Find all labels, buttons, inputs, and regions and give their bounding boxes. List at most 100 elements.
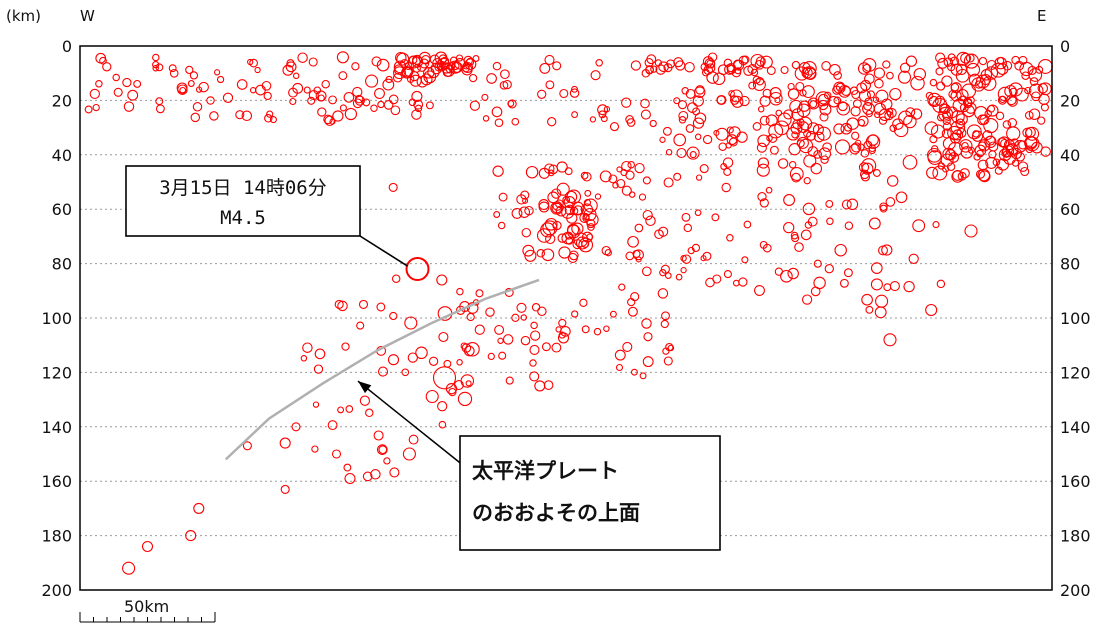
hypocenter-point xyxy=(756,163,770,177)
hypocenter-point xyxy=(566,212,578,224)
hypocenter-point xyxy=(497,337,504,344)
hypocenter-point xyxy=(1018,55,1028,65)
hypocenter-point xyxy=(646,54,657,65)
hypocenter-point xyxy=(177,84,188,95)
hypocenter-point xyxy=(687,102,698,113)
hypocenter-point xyxy=(927,150,943,165)
hypocenter-point xyxy=(905,55,918,67)
hypocenter-point xyxy=(658,226,669,237)
hypocenter-point xyxy=(645,65,654,74)
hypocenter-point xyxy=(881,244,893,256)
hypocenter-point xyxy=(628,191,636,198)
hypocenter-point xyxy=(983,118,999,134)
hypocenter-point xyxy=(787,267,799,280)
hypocenter-point xyxy=(99,56,107,65)
hypocenter-point xyxy=(609,122,620,132)
hypocenter-point xyxy=(418,51,431,64)
hypocenter-point xyxy=(858,162,870,173)
hypocenter-point xyxy=(545,80,555,90)
hypocenter-point xyxy=(685,124,695,133)
hypocenter-point xyxy=(927,92,942,108)
hypocenter-point xyxy=(828,95,840,108)
y-tick-label-left: 140 xyxy=(41,418,72,437)
y-tick-label-left: 100 xyxy=(41,309,72,328)
hypocenter-point xyxy=(190,112,201,123)
hypocenter-point xyxy=(551,188,562,199)
hypocenter-point xyxy=(960,146,974,159)
left-depth-ticks: 0 20 40 60 80 100 120 140 160 180 200 xyxy=(41,37,72,600)
hypocenter-point xyxy=(930,145,939,153)
hypocenter-point xyxy=(1024,110,1034,120)
hypocenter-point xyxy=(590,70,601,81)
hypocenter-point xyxy=(620,169,628,177)
y-tick-label-right: 0 xyxy=(1060,37,1070,56)
hypocenter-point xyxy=(557,233,568,243)
hypocenter-point xyxy=(884,110,894,121)
hypocenter-point xyxy=(365,408,374,418)
hypocenter-point xyxy=(664,272,672,279)
hypocenter-point xyxy=(807,122,820,135)
hypocenter-point xyxy=(860,149,870,158)
hypocenter-point xyxy=(935,52,946,63)
y-tick-label-left: 20 xyxy=(52,91,72,110)
hypocenter-point xyxy=(663,177,674,188)
hypocenter-point xyxy=(376,302,386,312)
hypocenter-point xyxy=(581,239,590,248)
hypocenter-point xyxy=(949,56,960,66)
hypocenter-point xyxy=(803,154,817,168)
hypocenter-point xyxy=(344,107,358,121)
hypocenter-point xyxy=(971,77,986,92)
hypocenter-point xyxy=(242,441,252,451)
hypocenter-point xyxy=(642,356,654,368)
hypocenter-point xyxy=(791,108,804,121)
hypocenter-point xyxy=(686,146,700,160)
y-tick-label-left: 60 xyxy=(52,200,72,219)
hypocenter-point xyxy=(889,87,902,101)
hypocenter-point xyxy=(849,143,861,155)
hypocenter-point xyxy=(292,72,300,80)
hypocenter-point xyxy=(209,111,219,121)
hypocenter-point xyxy=(883,333,897,347)
hypocenter-point xyxy=(790,231,799,240)
hypocenter-point xyxy=(241,110,253,122)
hypocenter-point xyxy=(1031,91,1041,102)
hypocenter-point xyxy=(678,110,689,121)
hypocenter-point xyxy=(995,111,1005,121)
hypocenter-point xyxy=(545,233,556,245)
hypocenter-point xyxy=(122,561,136,575)
hypocenter-point xyxy=(681,87,689,95)
y-tick-label-left: 80 xyxy=(52,255,72,274)
hypocenter-point xyxy=(864,97,873,106)
hypocenter-point xyxy=(687,246,695,255)
hypocenter-point xyxy=(733,59,745,71)
hypocenter-point xyxy=(627,306,638,317)
hypocenter-point xyxy=(1014,60,1025,71)
hypocenter-point xyxy=(825,199,834,208)
hypocenter-point xyxy=(728,90,735,97)
hypocenter-point xyxy=(802,66,817,80)
hypocenter-point xyxy=(796,139,805,148)
hypocenter-point xyxy=(706,71,719,84)
hypocenter-point xyxy=(537,89,547,99)
hypocenter-point xyxy=(352,86,363,98)
hypocenter-point xyxy=(662,347,670,355)
hypocenter-point xyxy=(544,163,555,174)
hypocenter-point xyxy=(872,169,881,177)
hypocenter-point xyxy=(718,142,727,151)
hypocenter-point xyxy=(521,227,532,238)
hypocenter-point xyxy=(1007,118,1018,128)
hypocenter-point xyxy=(462,65,470,73)
y-tick-label-left: 160 xyxy=(41,472,72,491)
hypocenter-point xyxy=(308,57,318,67)
hypocenter-point xyxy=(264,114,273,123)
hypocenter-point xyxy=(621,97,632,108)
hypocenter-point xyxy=(685,88,696,99)
hypocenter-point xyxy=(857,62,871,75)
hypocenter-point xyxy=(455,305,466,315)
hypocenter-point xyxy=(302,342,313,353)
hypocenter-point xyxy=(841,199,852,210)
hypocenter-point xyxy=(726,234,734,242)
hypocenter-point xyxy=(898,110,913,126)
hypocenter-point xyxy=(857,119,866,127)
hypocenter-point xyxy=(756,142,767,153)
